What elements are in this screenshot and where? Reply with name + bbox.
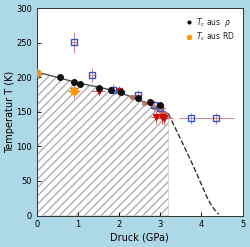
Y-axis label: Temperatur T (K): Temperatur T (K) — [5, 71, 15, 153]
Polygon shape — [37, 73, 168, 215]
X-axis label: Druck (GPa): Druck (GPa) — [110, 232, 169, 242]
Legend: $T_{\rm c}$ aus  $\rho$, $T_{\rm c}$ aus RD: $T_{\rm c}$ aus $\rho$, $T_{\rm c}$ aus … — [183, 14, 237, 45]
